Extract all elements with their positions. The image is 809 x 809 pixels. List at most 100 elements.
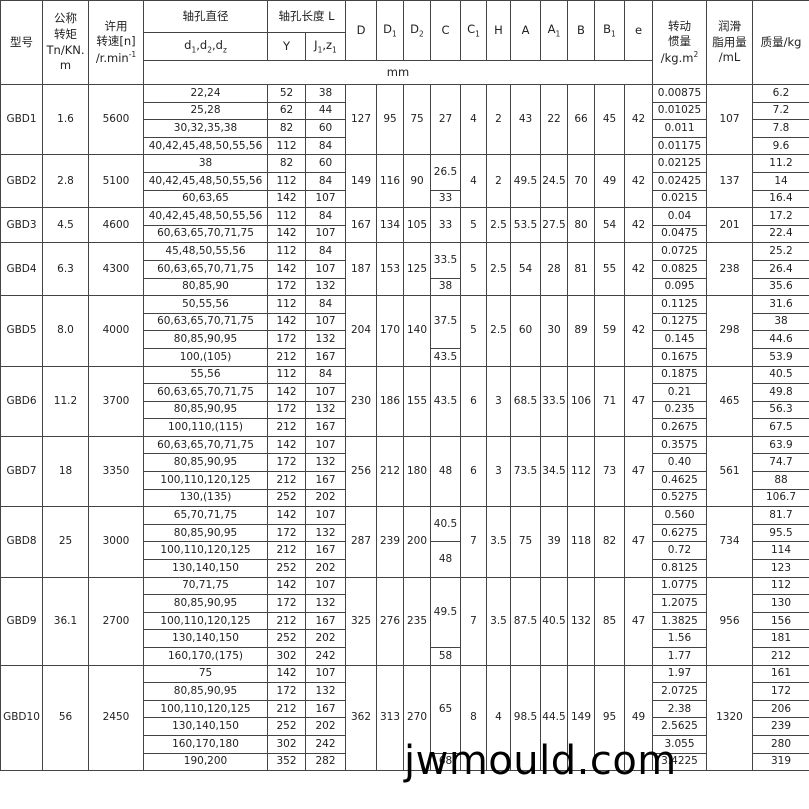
dim-cell: 42 (624, 207, 653, 244)
length-y-cell: 112 (267, 242, 306, 261)
inertia-cell: 1.77 (652, 647, 707, 666)
table-row: 80,85,90,95 172 132 0.6275 95.5 (1, 523, 809, 543)
mass-cell: 38 (752, 312, 809, 332)
length-j-cell: 132 (305, 400, 346, 420)
header-cell: H (486, 0, 511, 61)
dim-cell: 6 (460, 365, 487, 437)
speed-cell: 4600 (88, 207, 144, 244)
speed-cell: 4300 (88, 242, 144, 297)
dim-cell: 4 (460, 83, 487, 156)
dim-cell: 125 (403, 242, 431, 297)
dim-cell: 105 (403, 207, 431, 244)
dim-cell: 170 (376, 295, 404, 367)
length-y-cell: 252 (267, 629, 306, 648)
length-j-cell: 107 (305, 664, 346, 684)
model-cell: GBD3 (0, 207, 43, 244)
table-row: GBD7 18 3350 60,63,65,70,71,75 142 107 256 212 1… (0, 435, 809, 508)
superscript: -1 (128, 49, 137, 59)
grease-cell: 734 (706, 506, 753, 578)
label-text: 转矩 (54, 26, 77, 41)
dim-cell: 33.5 (540, 365, 568, 437)
table-row: 130,140,150 252 202 0.8125 123 (1, 559, 809, 578)
length-y-cell: 172 (267, 682, 306, 701)
watermark: jwmould.com (404, 738, 677, 784)
torque-cell: 6.3 (42, 242, 89, 297)
bore-cell: 60,63,65,70,71,75 (143, 224, 268, 244)
inertia-cell: 0.0215 (652, 189, 707, 209)
table-row: 160,170,(175) 302 242 58 1.77 212 (1, 647, 809, 666)
table-row: 40,42,45,48,50,55,56 112 84 0.02425 14 (1, 171, 809, 191)
label-text: 轴孔长度 L (278, 8, 335, 23)
inertia-cell: 0.2675 (652, 418, 707, 437)
bore-cell: 80,85,90,95 (143, 400, 268, 420)
mass-cell: 172 (752, 682, 809, 701)
header-cell: J1,z1 (305, 32, 346, 61)
mass-cell: 16.4 (752, 189, 809, 209)
dim-cell: 204 (345, 295, 377, 367)
mass-cell: 114 (752, 541, 809, 561)
inertia-cell: 2.0725 (652, 682, 707, 701)
dim-cell: 186 (376, 365, 404, 437)
label-text: /kg.m (660, 50, 694, 65)
mass-cell: 56.3 (752, 400, 809, 420)
mass-cell: 40.5 (752, 365, 809, 385)
label-text: A (521, 22, 530, 37)
length-y-cell: 172 (267, 594, 306, 613)
dim-cell: 132 (567, 576, 595, 666)
header-cell: A1 (540, 0, 568, 61)
dim-cell: 73 (594, 435, 625, 508)
speed-cell: 4000 (88, 295, 144, 367)
length-j-cell: 38 (305, 84, 346, 103)
length-j-cell: 132 (305, 277, 346, 297)
dim-cell: 155 (403, 365, 431, 437)
dim-cell: 5 (460, 207, 487, 244)
bore-cell: 100,(105) (143, 347, 268, 367)
inertia-cell: 1.56 (652, 629, 707, 648)
model-cell: GBD9 (0, 576, 43, 666)
bore-cell: 22,24 (143, 84, 268, 103)
torque-cell: 2.8 (42, 154, 89, 209)
superscript: 2 (693, 49, 699, 59)
dim-cell: 118 (567, 506, 595, 578)
inertia-cell: 1.2075 (652, 594, 707, 613)
label-text: 许用 (104, 18, 128, 33)
mass-cell: 112 (752, 576, 809, 596)
table-row: GBD2 2.8 5100 38 82 60 149 116 90 26.5 4 2 49.5 24.5 7… (0, 154, 809, 209)
model-cell: GBD8 (0, 506, 43, 578)
mass-cell: 161 (752, 664, 809, 684)
inertia-cell: 0.01175 (652, 136, 707, 156)
bore-cell: 75 (143, 664, 268, 684)
mass-cell: 25.2 (752, 242, 809, 261)
bore-cell: 40,42,45,48,50,55,56 (143, 207, 268, 226)
length-y-cell: 142 (267, 312, 306, 332)
length-j-cell: 132 (305, 453, 346, 473)
table-row: 130,(135) 252 202 0.5275 106.7 (1, 488, 809, 508)
bore-cell: 70,71,75 (143, 576, 268, 596)
inertia-cell: 0.0825 (652, 259, 707, 279)
inertia-cell: 0.145 (652, 330, 707, 349)
dim-cell: 59 (594, 295, 625, 367)
dim-cell: 230 (345, 365, 377, 437)
inertia-cell: 0.011 (652, 119, 707, 138)
inertia-cell: 0.02425 (652, 171, 707, 191)
length-j-cell: 107 (305, 224, 346, 244)
bore-cell: 60,63,65,70,71,75 (143, 435, 268, 455)
mass-cell: 26.4 (752, 259, 809, 279)
bore-cell: 160,170,(175) (143, 647, 268, 666)
bore-cell: 50,55,56 (143, 295, 268, 314)
dim-cell: 95 (594, 664, 625, 772)
mass-cell: 81.7 (752, 506, 809, 525)
table-row: GBD4 6.3 4300 45,48,50,55,56 112 84 187 153 125 3… (0, 242, 809, 297)
mass-cell: 67.5 (752, 418, 809, 437)
length-y-cell: 82 (267, 119, 306, 138)
model-cell: GBD1 (0, 83, 43, 156)
dim-cell: 95 (376, 83, 404, 156)
inertia-cell: 1.0775 (652, 576, 707, 596)
length-j-cell: 167 (305, 418, 346, 437)
dim-cell: 28 (540, 242, 568, 297)
model-cell: GBD2 (0, 154, 43, 209)
subscript: 2 (419, 29, 424, 39)
inertia-cell: 2.5625 (652, 717, 707, 736)
table-row: GBD8 25 3000 65,70,71,75 142 107 287 239 200 40.5… (0, 506, 809, 578)
